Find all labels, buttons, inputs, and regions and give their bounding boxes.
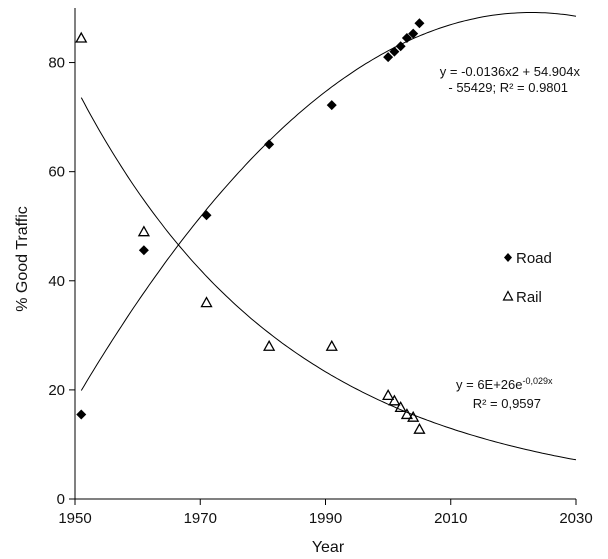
- y-tick-label: 60: [48, 164, 65, 181]
- y-tick-label: 0: [57, 491, 65, 508]
- legend-road-label: Road: [516, 250, 552, 267]
- rail-point: [382, 389, 395, 400]
- rail-point: [407, 410, 420, 422]
- road-point: [383, 52, 394, 63]
- road-point: [201, 210, 212, 221]
- road-point: [138, 245, 149, 256]
- trend-lines: [80, 12, 577, 461]
- x-tick-label: 1950: [58, 510, 91, 527]
- road-point: [401, 33, 412, 44]
- road-point: [408, 28, 419, 39]
- data-points: [75, 18, 426, 434]
- x-tick-label: 1990: [309, 510, 342, 527]
- road-point: [414, 18, 425, 29]
- road-trend-line: [80, 12, 577, 391]
- rail-point: [388, 394, 401, 406]
- legend-rail-marker: [502, 290, 514, 301]
- legend: Road Rail: [502, 250, 552, 306]
- rail-fit-equation-line1: y = 6E+26e-0,029x: [456, 376, 553, 392]
- rail-fit-equation-exponent: -0,029x: [523, 376, 554, 386]
- rail-point: [325, 339, 338, 351]
- road-fit-equation-line1: y = -0.0136x2 + 54.904x: [440, 64, 581, 79]
- road-point: [76, 409, 87, 420]
- rail-point: [263, 339, 276, 351]
- y-ticks: 0 20 40 60 80: [48, 55, 75, 508]
- y-tick-label: 40: [48, 273, 65, 290]
- x-axis-title: Year: [312, 539, 345, 556]
- legend-rail-label: Rail: [516, 289, 542, 306]
- rail-fit-equation-base: y = 6E+26e: [456, 377, 523, 392]
- rail-trend-line: [80, 97, 577, 461]
- road-fit-equation-line2: - 55429; R² = 0.9801: [448, 80, 568, 95]
- y-tick-label: 80: [48, 55, 65, 72]
- y-tick-label: 20: [48, 382, 65, 399]
- road-point: [326, 100, 337, 111]
- road-point: [395, 41, 406, 52]
- rail-point: [400, 408, 414, 420]
- rail-point: [137, 225, 150, 237]
- x-tick-label: 2030: [559, 510, 592, 527]
- rail-fit-equation-line2: R² = 0,9597: [473, 396, 541, 411]
- y-axis-title: % Good Traffic: [14, 206, 31, 312]
- rail-point: [75, 31, 88, 43]
- x-tick-label: 2010: [434, 510, 467, 527]
- x-tick-label: 1970: [184, 510, 217, 527]
- rail-point: [200, 296, 213, 308]
- x-ticks: 1950 1970 1990 2010 2030: [58, 499, 593, 527]
- rail-point: [413, 422, 426, 434]
- legend-road-marker: [504, 253, 512, 262]
- rail-point: [394, 401, 407, 412]
- road-point: [389, 46, 400, 57]
- road-point: [264, 139, 275, 150]
